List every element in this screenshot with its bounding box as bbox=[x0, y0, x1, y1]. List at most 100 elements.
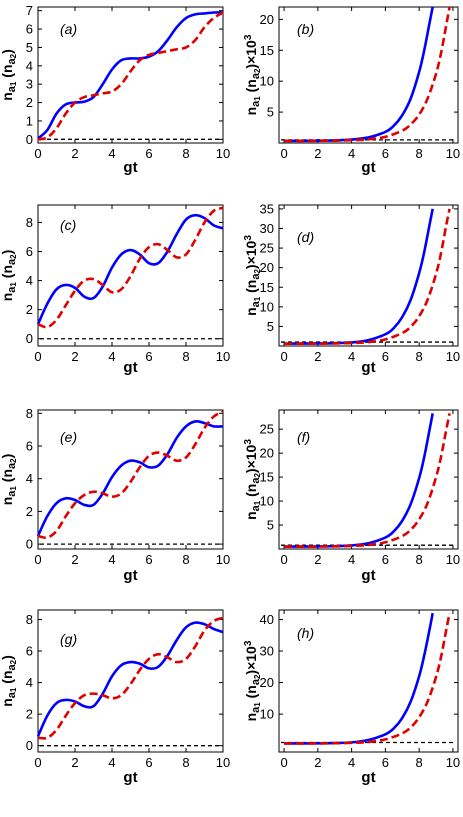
y-tick-label: 0 bbox=[26, 537, 33, 552]
ylab-sub-1: 1 bbox=[253, 296, 262, 301]
series-line-blue-solid bbox=[284, 6, 434, 143]
ylab-open: (n bbox=[0, 671, 15, 688]
y-tick-label: 0 bbox=[26, 132, 33, 147]
x-axis-label: gt bbox=[361, 359, 375, 376]
y-tick-label: 30 bbox=[260, 221, 274, 236]
y-tick-label: 8 bbox=[26, 406, 33, 421]
ylab-exponent: 3 bbox=[243, 640, 254, 646]
x-tick-label: 8 bbox=[182, 552, 189, 567]
x-tick-label: 10 bbox=[216, 349, 230, 364]
plot-frame bbox=[37, 409, 224, 550]
x-tick-label: 4 bbox=[348, 552, 355, 567]
ylab-n1: n bbox=[243, 713, 259, 722]
panel-label: (d) bbox=[297, 229, 314, 245]
ylab-close: ) bbox=[243, 64, 259, 69]
panel-label: (b) bbox=[297, 21, 314, 37]
y-tick-label: 10 bbox=[260, 299, 274, 314]
x-tick-label: 8 bbox=[182, 146, 189, 161]
y-tick-label: 10 bbox=[260, 707, 274, 722]
panel-label: (c) bbox=[60, 217, 76, 233]
x-tick-label: 8 bbox=[416, 349, 423, 364]
x-tick-label: 6 bbox=[382, 552, 389, 567]
plot-frame bbox=[278, 204, 459, 347]
ylab-open: (n bbox=[243, 484, 259, 501]
x-tick-label: 8 bbox=[416, 146, 423, 161]
ylab-n1: n bbox=[243, 107, 259, 116]
plot-frame bbox=[278, 6, 459, 144]
panel-label: (h) bbox=[297, 625, 314, 641]
x-tick-label: 8 bbox=[182, 349, 189, 364]
series-line-blue-solid bbox=[36, 213, 224, 325]
ylab-sub-a1: a bbox=[6, 286, 18, 293]
series-line-red-dashed bbox=[37, 206, 224, 329]
x-tick-label: 10 bbox=[446, 552, 460, 567]
panel-label: (g) bbox=[60, 631, 77, 647]
x-tick-label: 0 bbox=[34, 755, 41, 770]
plot-frame bbox=[37, 6, 224, 144]
y-tick-label: 2 bbox=[26, 504, 33, 519]
ylab-open: (n bbox=[0, 65, 15, 82]
x-tick-label: 10 bbox=[216, 146, 230, 161]
y-tick-label: 6 bbox=[26, 438, 33, 453]
x-tick-label: 0 bbox=[34, 349, 41, 364]
ylab-exponent: 3 bbox=[243, 235, 254, 241]
x-tick-label: 10 bbox=[216, 552, 230, 567]
plot-frame bbox=[278, 409, 459, 550]
series-line-red-dashed bbox=[37, 410, 224, 540]
ylab-close: ) bbox=[0, 655, 15, 660]
y-axis-label: na1 (na2) bbox=[0, 655, 18, 707]
series-line-blue-solid bbox=[284, 413, 434, 548]
x-tick-label: 8 bbox=[416, 552, 423, 567]
ylab-n1: n bbox=[243, 307, 259, 316]
y-tick-label: 6 bbox=[26, 22, 33, 37]
x-tick-label: 4 bbox=[348, 146, 355, 161]
y-axis-label: na1 (na2) bbox=[0, 250, 18, 302]
y-axis-label: na1 (na2)×103 bbox=[243, 640, 262, 721]
ylab-sub-1: 1 bbox=[253, 702, 262, 707]
plot-frame bbox=[37, 609, 224, 753]
ylab-exponent: 3 bbox=[243, 439, 254, 445]
x-tick-label: 10 bbox=[446, 349, 460, 364]
series-line-blue-solid bbox=[37, 11, 224, 140]
y-tick-label: 5 bbox=[267, 518, 274, 533]
x-axis-label: gt bbox=[361, 567, 375, 584]
x-tick-label: 6 bbox=[382, 349, 389, 364]
y-tick-label: 25 bbox=[260, 241, 274, 256]
x-axis-label: gt bbox=[361, 159, 375, 176]
ylab-sub-a2: a bbox=[250, 273, 262, 280]
series-line-blue-solid bbox=[284, 612, 434, 745]
series-line-red-dashed bbox=[37, 11, 224, 141]
y-tick-label: 4 bbox=[26, 471, 33, 486]
y-tick-label: 2 bbox=[26, 302, 33, 317]
x-tick-label: 6 bbox=[145, 755, 152, 770]
y-tick-label: 30 bbox=[260, 644, 274, 659]
series-line-red-dashed bbox=[284, 208, 451, 345]
y-tick-label: 15 bbox=[260, 470, 274, 485]
ylab-times-ten: ×10 bbox=[243, 444, 259, 468]
x-tick-label: 6 bbox=[145, 349, 152, 364]
x-tick-label: 2 bbox=[314, 552, 321, 567]
ylab-sub-2: 2 bbox=[9, 659, 18, 664]
y-axis-label: na1 (na2)×103 bbox=[243, 34, 262, 115]
ylab-n1: n bbox=[0, 293, 15, 302]
panel-label: (a) bbox=[60, 21, 77, 37]
y-axis-label: na1 (na2) bbox=[0, 49, 18, 101]
plot-frame bbox=[37, 204, 224, 347]
ylab-n1: n bbox=[0, 92, 15, 101]
ylab-sub-1: 1 bbox=[9, 282, 18, 287]
x-tick-label: 0 bbox=[280, 146, 287, 161]
x-tick-label: 2 bbox=[314, 146, 321, 161]
x-axis-label: gt bbox=[123, 567, 137, 584]
ylab-open: (n bbox=[243, 280, 259, 297]
x-tick-label: 4 bbox=[108, 755, 115, 770]
ylab-sub-a2: a bbox=[6, 58, 18, 65]
y-tick-label: 6 bbox=[26, 644, 33, 659]
ylab-exponent: 3 bbox=[243, 34, 254, 40]
x-tick-label: 8 bbox=[182, 755, 189, 770]
ylab-sub-a2: a bbox=[250, 678, 262, 685]
